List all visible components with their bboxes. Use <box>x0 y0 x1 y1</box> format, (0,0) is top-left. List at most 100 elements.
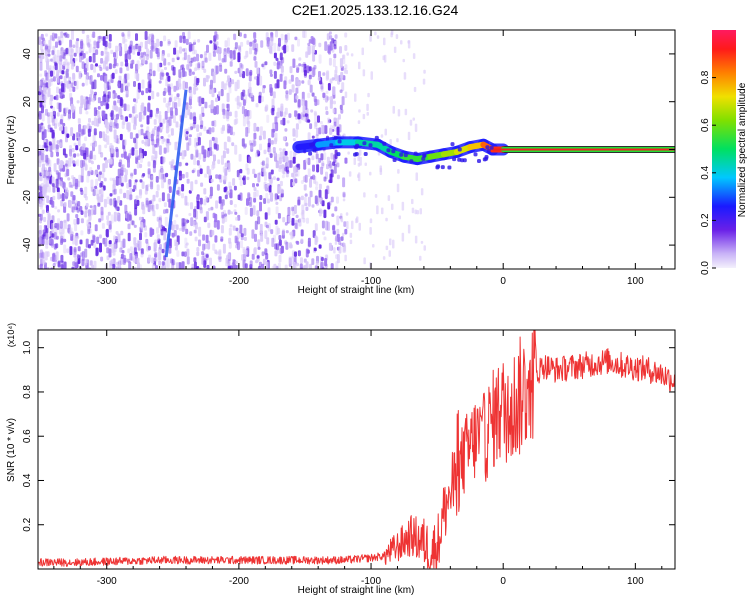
spectral-sample-mark <box>324 41 328 51</box>
spectral-sample-mark <box>134 207 138 216</box>
spectral-sample-mark <box>263 149 267 155</box>
spectral-sample-mark <box>361 47 364 56</box>
spectral-sample-mark <box>284 107 288 115</box>
spectral-sample-mark <box>244 109 248 117</box>
spectral-sample-mark <box>168 97 172 103</box>
spectral-sample-mark <box>331 128 335 132</box>
spectral-sample-mark <box>329 143 334 148</box>
spectral-sample-mark <box>87 42 91 48</box>
spectral-sample-mark <box>75 80 79 90</box>
spectral-sample-mark <box>295 214 299 219</box>
spectral-sample-mark <box>93 64 96 73</box>
spectral-sample-mark <box>38 199 42 207</box>
spectral-sample-mark <box>269 153 273 158</box>
spectral-sample-mark <box>100 152 104 158</box>
spectral-sample-mark <box>102 237 106 245</box>
spectral-sample-mark <box>297 99 301 108</box>
spectral-sample-mark <box>136 89 140 100</box>
spectral-sample-mark <box>452 157 457 162</box>
spectral-sample-mark <box>261 263 265 269</box>
spectral-sample-mark <box>60 36 64 44</box>
spectral-sample-mark <box>215 105 219 115</box>
spectral-sample-mark <box>141 114 145 120</box>
spectral-sample-mark <box>220 225 224 234</box>
spectral-sample-mark <box>246 168 250 175</box>
spectral-sample-mark <box>330 152 334 160</box>
x-tick-label: 0 <box>500 576 506 587</box>
spectral-sample-mark <box>221 214 225 219</box>
spectral-sample-mark <box>401 201 405 211</box>
spectral-sample-mark <box>223 83 227 90</box>
spectral-sample-mark <box>224 68 228 74</box>
spectral-sample-mark <box>193 257 197 263</box>
spectral-sample-mark <box>55 144 59 154</box>
spectral-sample-mark <box>182 218 186 227</box>
spectral-sample-mark <box>185 162 189 166</box>
x-tick-label: 0 <box>500 276 506 287</box>
spectral-sample-mark <box>49 97 53 106</box>
spectral-sample-mark <box>141 90 144 96</box>
spectral-sample-mark <box>139 152 143 159</box>
spectral-sample-mark <box>256 149 260 154</box>
spectral-sample-mark <box>261 166 265 172</box>
spectral-sample-mark <box>92 53 96 63</box>
spectral-sample-mark <box>61 70 65 75</box>
spectral-sample-mark <box>327 83 331 91</box>
spectral-sample-mark <box>83 193 87 198</box>
spectral-sample-mark <box>258 171 262 176</box>
spectral-sample-mark <box>59 119 63 125</box>
spectral-sample-mark <box>46 210 50 216</box>
spectral-sample-mark <box>110 49 114 55</box>
spectral-sample-mark <box>277 60 280 66</box>
spectral-sample-mark <box>88 43 92 53</box>
spectral-sample-mark <box>53 163 57 172</box>
spectral-sample-mark <box>165 208 169 214</box>
spectral-sample-mark <box>286 120 290 124</box>
spectral-sample-mark <box>304 193 308 197</box>
spectral-sample-mark <box>163 202 167 208</box>
spectral-sample-mark <box>318 42 322 48</box>
spectral-sample-mark <box>160 136 164 140</box>
spectral-sample-mark <box>91 120 95 126</box>
spectral-sample-mark <box>196 266 200 269</box>
spectral-sample-mark <box>238 102 242 107</box>
spectral-sample-mark <box>105 102 109 110</box>
spectral-sample-mark <box>187 54 191 64</box>
spectral-sample-mark <box>156 184 160 191</box>
spectral-sample-mark <box>326 70 330 80</box>
spectral-sample-mark <box>93 107 97 117</box>
spectral-sample-mark <box>186 64 190 70</box>
spectral-sample-mark <box>135 33 138 41</box>
spectral-sample-mark <box>66 169 70 177</box>
spectral-sample-mark <box>110 214 114 224</box>
spectral-sample-mark <box>73 219 77 225</box>
spectral-sample-mark <box>327 117 331 124</box>
spectral-sample-mark <box>366 103 369 111</box>
spectral-sample-mark <box>123 192 127 199</box>
spectral-sample-mark <box>90 179 94 189</box>
spectral-sample-mark <box>266 114 270 123</box>
spectral-sample-mark <box>203 199 207 206</box>
spectral-sample-mark <box>161 192 165 202</box>
spectral-sample-mark <box>128 214 132 221</box>
spectral-sample-mark <box>194 137 198 148</box>
spectral-sample-mark <box>141 79 145 89</box>
spectral-sample-mark <box>120 164 124 171</box>
spectral-sample-mark <box>159 128 163 133</box>
spectral-sample-mark <box>113 129 117 140</box>
spectral-sample-mark <box>245 68 249 77</box>
spectral-sample-mark <box>234 70 238 74</box>
spectral-sample-mark <box>161 53 165 62</box>
spectral-sample-mark <box>128 153 132 159</box>
spectral-sample-mark <box>159 62 163 68</box>
spectral-sample-mark <box>178 161 182 167</box>
spectral-sample-mark <box>122 238 126 248</box>
spectral-sample-mark <box>100 211 104 221</box>
spectral-sample-mark <box>159 40 163 47</box>
spectral-sample-mark <box>189 123 193 131</box>
spectral-sample-mark <box>281 230 285 239</box>
spectral-sample-mark <box>144 31 148 41</box>
spectral-sample-mark <box>298 218 302 227</box>
spectral-sample-mark <box>339 89 343 93</box>
spectral-sample-mark <box>107 91 111 99</box>
